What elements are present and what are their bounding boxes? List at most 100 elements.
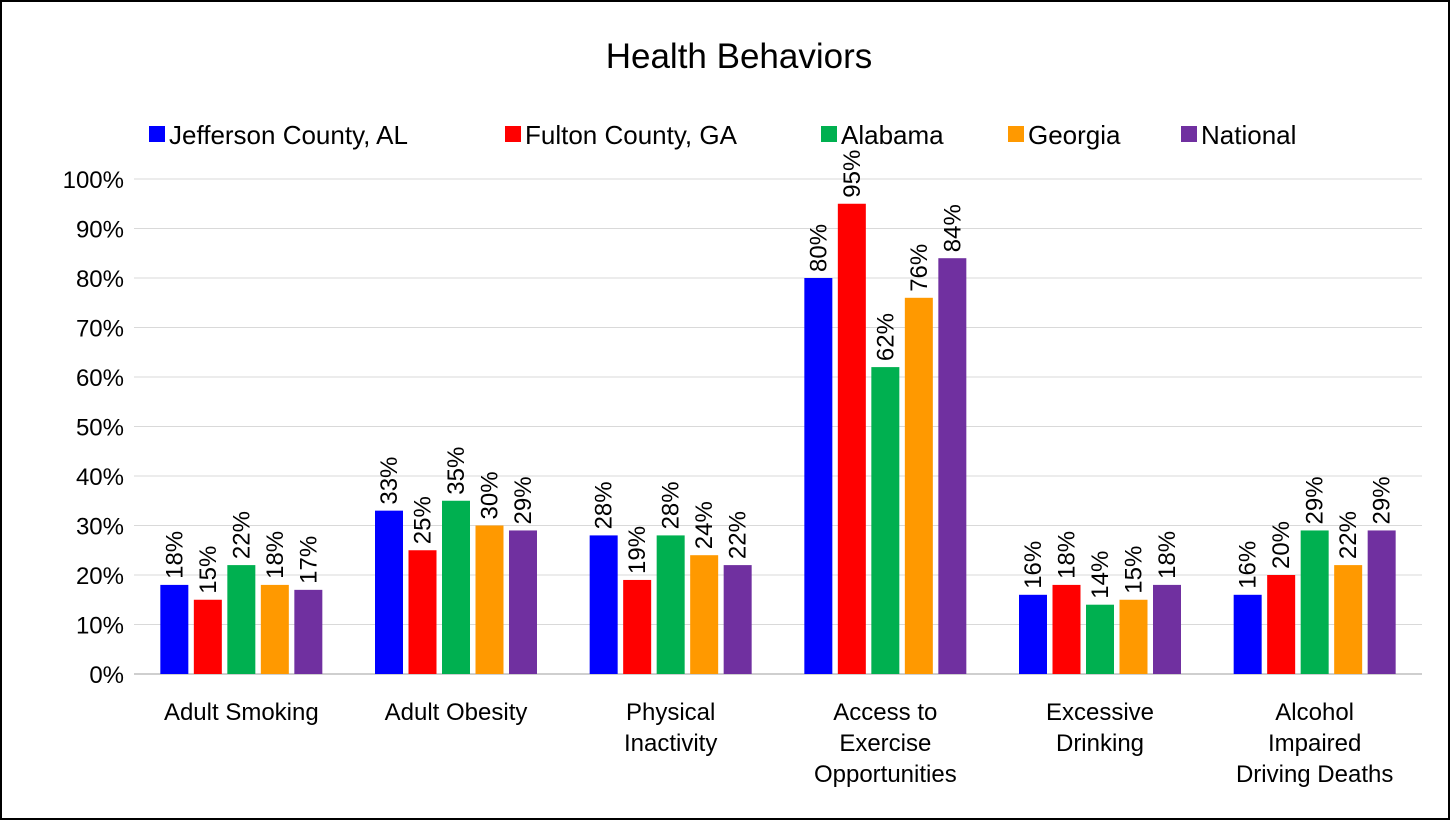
legend-item: Fulton County, GA: [505, 120, 738, 150]
data-label: 22%: [725, 511, 752, 559]
y-tick-label: 100%: [63, 167, 124, 194]
x-axis: Adult Smoking Adult Obesity Physical Inacti…: [164, 699, 1393, 788]
x-category-label: Access to Exercise Opportunities: [814, 699, 957, 788]
data-label: 35%: [443, 447, 470, 495]
data-label: 76%: [906, 244, 933, 292]
legend-item: Alabama: [821, 120, 944, 150]
y-tick-label: 30%: [76, 514, 124, 541]
y-tick-label: 20%: [76, 563, 124, 590]
legend-label: Georgia: [1028, 120, 1121, 150]
data-label: 18%: [1154, 531, 1181, 579]
bar: [1052, 584, 1081, 674]
bar: [227, 565, 256, 674]
legend-item: National: [1181, 120, 1296, 150]
bar: [723, 565, 752, 674]
bar: [509, 530, 537, 674]
bar: [193, 599, 222, 674]
data-label: 80%: [805, 224, 832, 272]
data-label: 95%: [839, 150, 866, 198]
data-label: 18%: [1054, 531, 1081, 579]
x-category-line: Drinking: [1056, 730, 1144, 757]
bar: [1086, 604, 1114, 674]
data-label: 30%: [477, 471, 504, 519]
bar: [1300, 530, 1329, 674]
legend-swatch: [1181, 126, 1197, 142]
x-category-line: Access to: [833, 699, 937, 726]
bar: [938, 258, 967, 674]
legend-item: Jefferson County, AL: [149, 120, 408, 150]
data-label: 28%: [658, 481, 685, 529]
data-label: 18%: [262, 531, 289, 579]
bar: [1019, 594, 1047, 674]
data-label: 62%: [872, 313, 899, 361]
gridlines: [134, 178, 1422, 675]
data-label: 16%: [1020, 541, 1047, 589]
legend-label: Alabama: [841, 120, 944, 150]
bar: [871, 367, 900, 674]
bar: [1233, 594, 1262, 674]
bar: [375, 510, 403, 674]
legend-swatch: [505, 126, 521, 142]
x-category-line: Exercise: [839, 730, 931, 757]
y-tick-label: 70%: [76, 316, 124, 343]
data-label: 15%: [1121, 546, 1148, 594]
x-category-line: Adult Smoking: [164, 699, 319, 726]
bar: [1119, 599, 1148, 674]
data-label: 17%: [295, 536, 322, 584]
data-label: 19%: [624, 526, 651, 574]
data-label: 29%: [1302, 476, 1329, 524]
data-label: 16%: [1235, 541, 1262, 589]
x-category-line: Inactivity: [624, 730, 717, 757]
bar: [294, 589, 323, 674]
bar: [442, 500, 470, 674]
legend: Jefferson County, AL Fulton County, GA Ala…: [149, 120, 1296, 150]
data-label: 20%: [1268, 521, 1295, 569]
bar: [804, 278, 833, 674]
data-label: 25%: [410, 496, 437, 544]
y-tick-label: 10%: [76, 613, 124, 640]
bar: [1153, 584, 1181, 674]
x-category-line: Physical: [626, 699, 715, 726]
bar: [837, 203, 866, 674]
x-category-label: Alcohol Impaired Driving Deaths: [1236, 699, 1393, 788]
bar: [904, 297, 933, 674]
x-category-label: Physical Inactivity: [624, 699, 717, 757]
legend-item: Georgia: [1008, 120, 1121, 150]
x-category-line: Adult Obesity: [385, 699, 528, 726]
bars: 18% 15%22% 18% 17%33%25%35%30% 29% 28%19%28% 2…: [160, 150, 1396, 674]
data-label: 24%: [691, 501, 718, 549]
y-tick-label: 90%: [76, 217, 124, 244]
data-label: 28%: [591, 481, 618, 529]
bar: [408, 550, 437, 674]
data-label: 29%: [510, 476, 537, 524]
x-category-line: Alcohol: [1275, 699, 1354, 726]
bar: [1267, 575, 1296, 674]
bar: [160, 584, 189, 674]
data-label: 22%: [228, 511, 255, 559]
bar: [260, 584, 289, 674]
legend-label: Jefferson County, AL: [169, 120, 408, 150]
legend-label: Fulton County, GA: [525, 120, 738, 150]
bar: [475, 525, 504, 674]
y-tick-label: 40%: [76, 464, 124, 491]
x-category-line: Impaired: [1268, 730, 1361, 757]
y-axis: 0% 10% 20% 30% 40% 50% 60% 70% 80% 90% 100%: [63, 167, 124, 689]
data-label: 33%: [376, 457, 403, 505]
legend-swatch: [149, 126, 165, 142]
bar: [623, 579, 652, 674]
data-label: 22%: [1335, 511, 1362, 559]
y-tick-label: 0%: [89, 662, 124, 689]
data-label: 14%: [1087, 551, 1114, 599]
bar: [690, 555, 719, 674]
data-label: 84%: [939, 204, 966, 252]
data-label: 29%: [1369, 476, 1396, 524]
legend-swatch: [821, 126, 837, 142]
x-category-line: Driving Deaths: [1236, 761, 1393, 788]
x-category-line: Opportunities: [814, 761, 957, 788]
y-tick-label: 80%: [76, 266, 124, 293]
bar: [589, 535, 618, 674]
bar: [1367, 530, 1396, 674]
y-tick-label: 60%: [76, 365, 124, 392]
